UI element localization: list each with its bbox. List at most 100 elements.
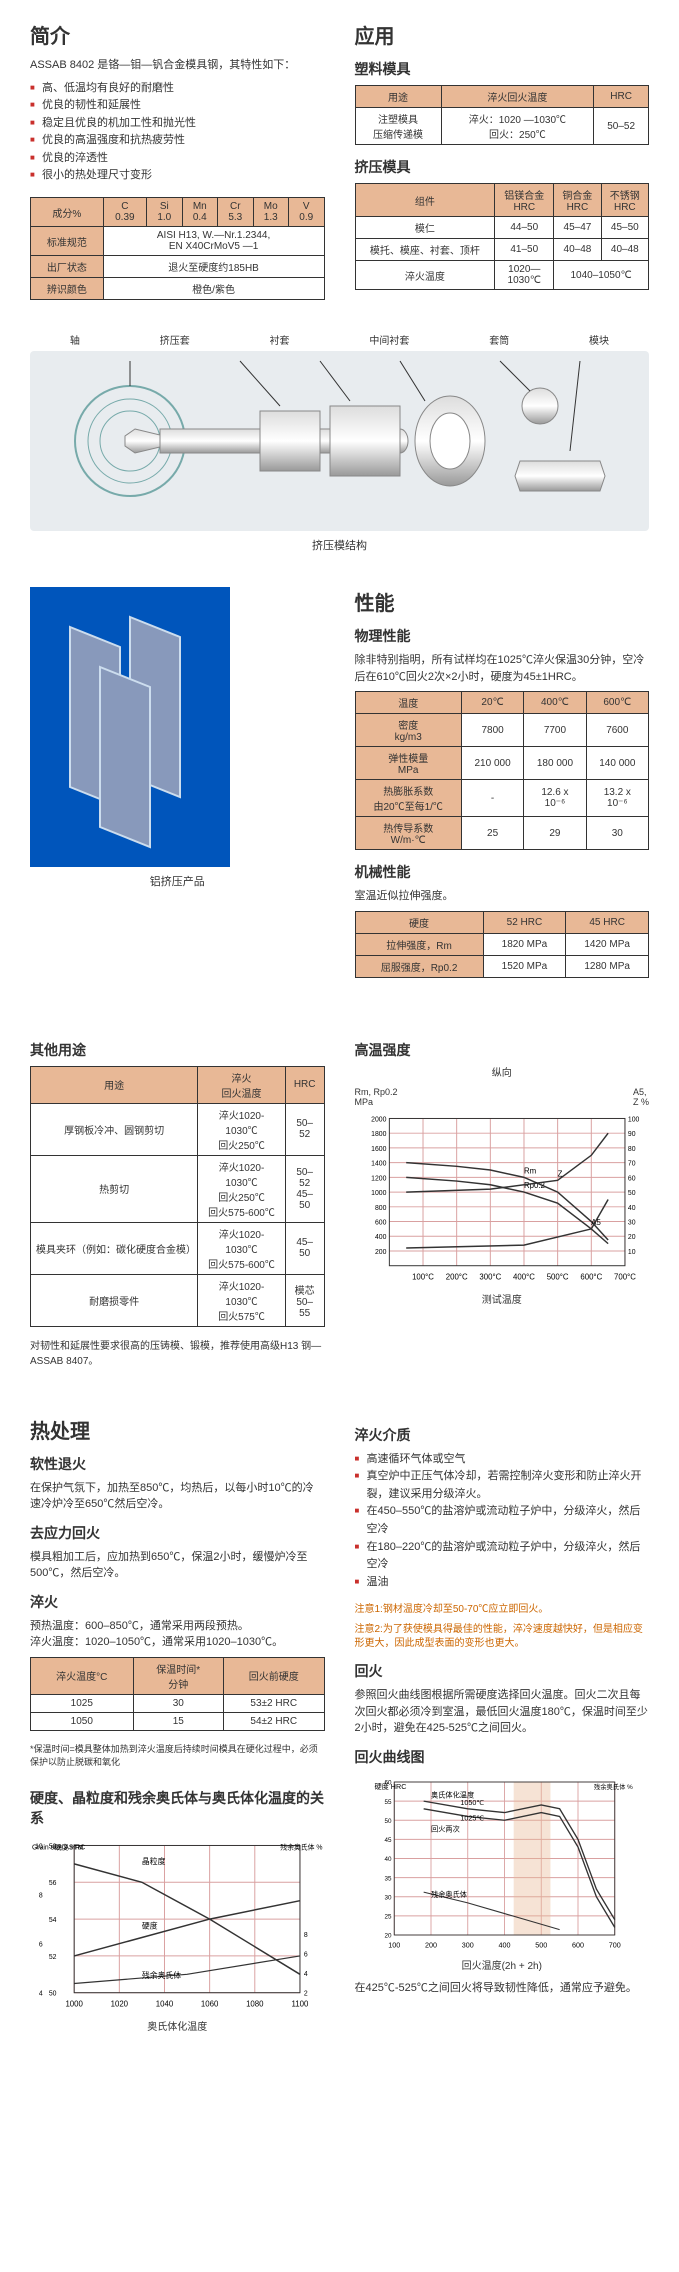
diagram-caption: 挤压模结构 [30, 537, 649, 553]
svg-text:200: 200 [374, 1248, 386, 1255]
svg-text:1040: 1040 [156, 1999, 174, 2008]
svg-text:残余奥氏体: 残余奥氏体 [431, 1890, 467, 1899]
svg-text:400°C: 400°C [513, 1272, 535, 1281]
svg-text:1060: 1060 [201, 1999, 219, 2008]
svg-text:50: 50 [384, 1818, 392, 1825]
svg-text:1100: 1100 [292, 1999, 310, 2008]
svg-text:30: 30 [627, 1219, 635, 1226]
mech-title: 机械性能 [355, 862, 650, 882]
svg-text:35: 35 [384, 1875, 392, 1882]
svg-text:8: 8 [39, 1892, 43, 1899]
plastic-title: 塑料模具 [355, 59, 650, 79]
svg-text:晶粒度: 晶粒度 [142, 1855, 166, 1865]
svg-text:300: 300 [461, 1940, 473, 1949]
qm-title: 淬火介质 [355, 1425, 650, 1445]
mech-table: 硬度52 HRC45 HRC 拉伸强度，Rm1820 MPa1420 MPa 屈… [355, 911, 650, 978]
temper-text: 参照回火曲线图根据所需硬度选择回火温度。回火二次且每次回火都必须冷到室温，最低回… [355, 1687, 650, 1737]
svg-text:1800: 1800 [371, 1131, 386, 1138]
svg-text:100°C: 100°C [412, 1272, 434, 1281]
high-temp-chart: 100°C 200°C 300°C 400°C 500°C 600°C 700°C 200 40… [355, 1107, 650, 1287]
svg-text:800: 800 [374, 1204, 386, 1211]
svg-text:硬度 HRC: 硬度 HRC [374, 1782, 406, 1791]
svg-text:1000: 1000 [65, 1999, 83, 2008]
svg-text:60: 60 [627, 1175, 635, 1182]
svg-text:40: 40 [627, 1204, 635, 1211]
svg-text:500°C: 500°C [546, 1272, 568, 1281]
composition-table: 成分% C 0.39 Si 1.0 Mn 0.4 Cr 5.3 Mo 1.3 V… [30, 197, 325, 300]
ht-unit: 纵向 [355, 1066, 650, 1081]
physical-title: 物理性能 [355, 626, 650, 646]
svg-text:55: 55 [384, 1799, 392, 1806]
svg-text:回火两次: 回火两次 [431, 1825, 460, 1834]
svg-text:600°C: 600°C [580, 1272, 602, 1281]
other-note: 对韧性和延展性要求很高的压铸模、锻模，推荐使用高级H13 钢—ASSAB 840… [30, 1339, 325, 1369]
svg-text:硬度 HRC: 硬度 HRC [55, 1842, 86, 1851]
svg-text:20: 20 [384, 1933, 392, 1940]
svg-text:8: 8 [304, 1931, 308, 1938]
app-title: 应用 [355, 20, 650, 49]
svg-text:100: 100 [627, 1116, 639, 1123]
perf-title: 性能 [355, 587, 650, 616]
svg-text:200: 200 [425, 1940, 437, 1949]
svg-text:20: 20 [627, 1234, 635, 1241]
physical-desc: 除非特别指明，所有试样均在1025℃淬火保温30分钟，空冷后在610℃回火2次×… [355, 652, 650, 685]
quench-footnote: *保温时间=模具整体加热到淬火温度后持续时间模具在硬化过程中，必须保护以防止脱碳… [30, 1743, 325, 1770]
svg-text:600: 600 [374, 1219, 386, 1226]
svg-text:50: 50 [49, 1990, 57, 1997]
svg-text:残余奥氏体 %: 残余奥氏体 % [280, 1842, 322, 1851]
qm-note1: 注意1:钢材温度冷却至50-70℃应立即回火。 [355, 1603, 650, 1617]
svg-text:50: 50 [627, 1190, 635, 1197]
svg-text:70: 70 [627, 1160, 635, 1167]
svg-text:1050℃: 1050℃ [460, 1798, 484, 1807]
extrusion-title: 挤压模具 [355, 157, 650, 177]
intro-desc: ASSAB 8402 是铬—钼—钒合金模具钢，其特性如下： [30, 57, 325, 74]
heat-title: 热处理 [30, 1415, 325, 1444]
svg-text:300°C: 300°C [479, 1272, 501, 1281]
svg-text:200°C: 200°C [445, 1272, 467, 1281]
svg-text:54: 54 [49, 1917, 57, 1924]
svg-text:100: 100 [388, 1940, 400, 1949]
svg-text:2000: 2000 [371, 1116, 386, 1123]
svg-text:Z: Z [557, 1169, 562, 1178]
svg-text:1025℃: 1025℃ [460, 1813, 484, 1822]
svg-text:1400: 1400 [371, 1160, 386, 1167]
svg-text:6: 6 [304, 1951, 308, 1958]
plastic-table: 用途淬火回火温度HRC 注塑模具 压缩传递模淬火：1020 —1030℃ 回火：… [355, 85, 650, 145]
extrusion-diagram [30, 351, 649, 531]
svg-text:1000: 1000 [371, 1190, 386, 1197]
ht-xlabel: 测试温度 [355, 1293, 650, 1308]
tempering-chart: 100200300400500600700202530354045505560奥… [355, 1773, 650, 1953]
svg-text:残余奥氏体: 残余奥氏体 [142, 1970, 181, 1980]
svg-text:4: 4 [304, 1971, 308, 1978]
qm-list: 高速循环气体或空气 真空炉中正压气体冷却，若需控制淬火变形和防止淬火开裂，建议采… [355, 1451, 650, 1592]
svg-text:52: 52 [49, 1953, 57, 1960]
other-table: 用途淬火 回火温度HRC 厚钢板冷冲、圆钢剪切淬火1020-1030℃ 回火25… [30, 1066, 325, 1327]
physical-table: 温度20℃400℃600℃ 密度 kg/m3780077007600 弹性模量 … [355, 691, 650, 850]
svg-text:90: 90 [627, 1131, 635, 1138]
svg-text:硬度: 硬度 [142, 1920, 158, 1930]
svg-text:80: 80 [627, 1145, 635, 1152]
hardness-chart: 1000102010401060108011005052545658468102… [30, 1834, 325, 2014]
svg-text:10: 10 [627, 1248, 635, 1255]
svg-text:40: 40 [384, 1856, 392, 1863]
svg-text:400: 400 [374, 1234, 386, 1241]
svg-text:700°C: 700°C [614, 1272, 636, 1281]
svg-text:1080: 1080 [246, 1999, 264, 2008]
svg-text:1600: 1600 [371, 1145, 386, 1152]
svg-text:4: 4 [39, 1990, 43, 1997]
temper-chart-title: 回火曲线图 [355, 1747, 650, 1767]
temper-footer: 在425℃-525℃之间回火将导致韧性降低，通常应予避免。 [355, 1980, 650, 1997]
svg-text:1200: 1200 [371, 1175, 386, 1182]
svg-text:6: 6 [39, 1941, 43, 1948]
svg-text:600: 600 [572, 1940, 584, 1949]
svg-text:700: 700 [608, 1940, 620, 1949]
other-title: 其他用途 [30, 1040, 325, 1060]
svg-text:45: 45 [384, 1837, 392, 1844]
product-image [30, 587, 230, 867]
diagram-labels: 轴 挤压套 衬套 中间衬套 套筒 模块 [30, 332, 649, 347]
svg-text:Rm: Rm [523, 1166, 536, 1175]
svg-text:500: 500 [535, 1940, 547, 1949]
intro-features: 高、低温均有良好的耐磨性 优良的韧性和延展性 稳定且优良的机加工性和抛光性 优良… [30, 80, 325, 186]
qm-note2: 注意2:为了获使模具得最佳的性能，淬冷速度越快好，但是相应变形更大，因此成型表面… [355, 1623, 650, 1651]
quench-table: 淬火温度°C保温时间* 分钟回火前硬度 10253053±2 HRC 10501… [30, 1657, 325, 1731]
